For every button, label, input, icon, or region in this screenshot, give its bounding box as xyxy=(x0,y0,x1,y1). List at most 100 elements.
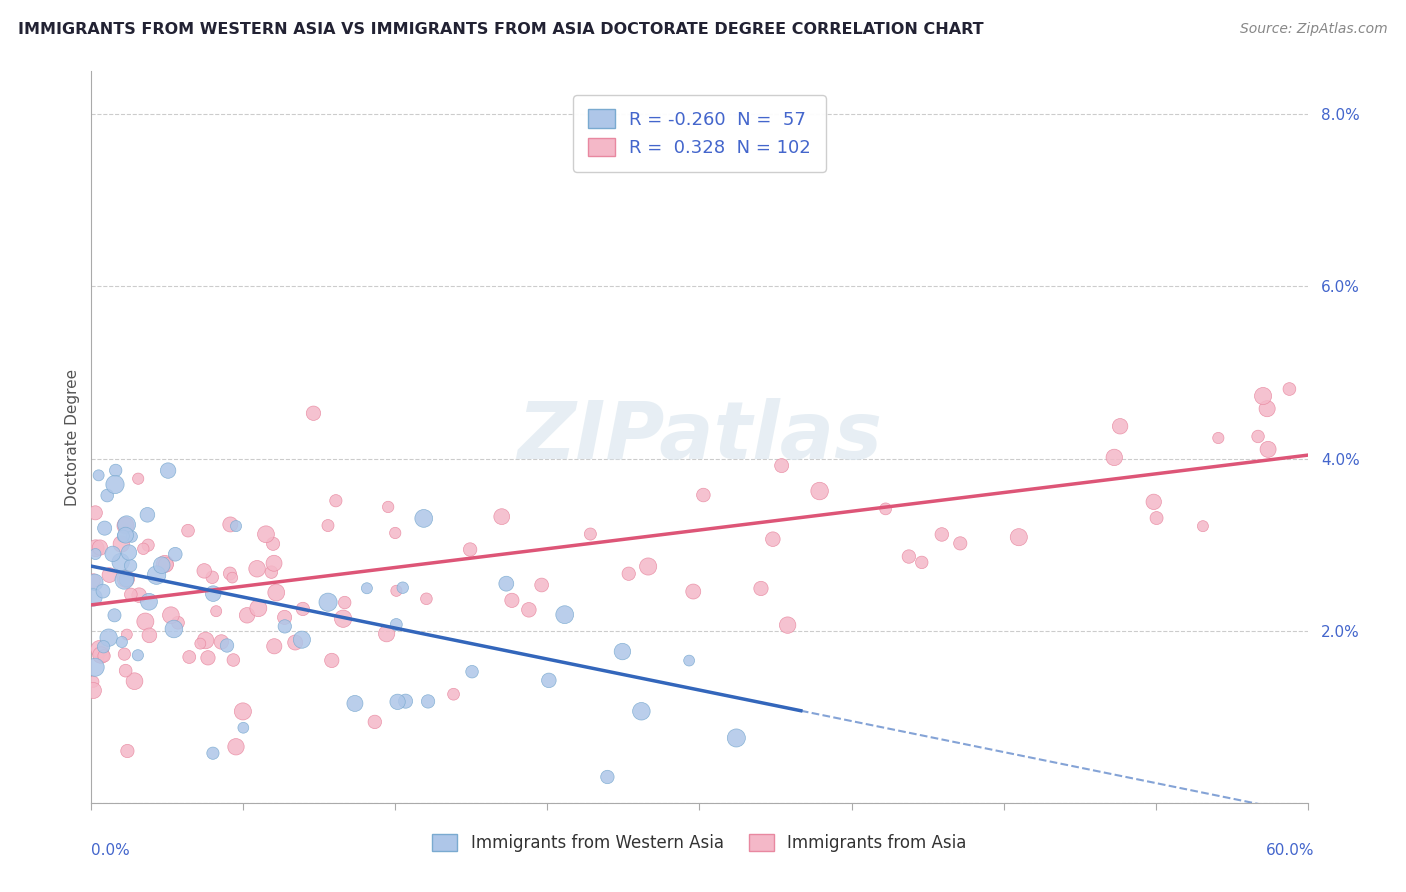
Point xyxy=(225,739,247,754)
Text: 0.0%: 0.0% xyxy=(91,843,131,858)
Point xyxy=(205,604,228,618)
Point xyxy=(246,562,269,576)
Point xyxy=(384,526,406,541)
Point xyxy=(201,570,224,584)
Point xyxy=(415,591,437,606)
Point xyxy=(179,650,201,665)
Point xyxy=(84,541,107,556)
Point xyxy=(263,556,285,570)
Point xyxy=(87,649,110,664)
Point xyxy=(219,517,242,532)
Point xyxy=(530,578,553,592)
Point xyxy=(1109,419,1132,434)
Point xyxy=(1192,519,1215,533)
Point xyxy=(443,687,465,701)
Point xyxy=(202,587,225,601)
Point xyxy=(219,566,242,581)
Point xyxy=(316,595,339,609)
Point xyxy=(260,565,283,579)
Point xyxy=(90,648,112,662)
Point xyxy=(325,493,347,508)
Point xyxy=(188,637,211,651)
Point xyxy=(93,648,115,663)
Point xyxy=(150,558,173,573)
Point xyxy=(291,632,314,647)
Point xyxy=(115,572,138,586)
Point xyxy=(112,647,135,661)
Point xyxy=(114,518,136,533)
Point xyxy=(91,584,114,599)
Point xyxy=(111,635,134,649)
Point xyxy=(93,521,115,535)
Point xyxy=(911,555,934,569)
Point xyxy=(232,721,254,735)
Point xyxy=(209,635,232,649)
Point xyxy=(222,653,245,667)
Point xyxy=(155,558,177,572)
Point xyxy=(127,472,149,486)
Point xyxy=(501,593,523,607)
Point xyxy=(1278,382,1301,396)
Point xyxy=(194,633,217,648)
Point xyxy=(949,536,972,550)
Point xyxy=(387,695,409,709)
Point xyxy=(692,488,714,502)
Point xyxy=(97,631,120,645)
Point xyxy=(385,583,408,598)
Point xyxy=(321,653,343,667)
Point xyxy=(177,524,200,538)
Point xyxy=(87,468,110,483)
Point xyxy=(491,509,513,524)
Point xyxy=(120,558,142,573)
Point xyxy=(333,596,356,610)
Point xyxy=(1257,442,1279,457)
Point xyxy=(375,626,398,640)
Point xyxy=(115,517,138,532)
Point xyxy=(1008,530,1031,544)
Point xyxy=(84,547,107,561)
Point xyxy=(264,585,287,599)
Point xyxy=(115,627,138,641)
Point xyxy=(364,714,387,729)
Point xyxy=(128,588,150,602)
Point xyxy=(136,508,159,522)
Point xyxy=(302,406,325,420)
Point xyxy=(875,501,897,516)
Point xyxy=(617,566,640,581)
Point xyxy=(93,640,115,654)
Point xyxy=(1256,401,1278,416)
Point xyxy=(82,591,104,605)
Point xyxy=(104,463,127,477)
Point xyxy=(537,673,560,688)
Point xyxy=(262,537,284,551)
Point xyxy=(84,660,107,674)
Point xyxy=(316,518,339,533)
Point xyxy=(114,528,136,542)
Point xyxy=(377,500,399,514)
Point xyxy=(291,602,314,616)
Point xyxy=(931,527,953,541)
Point xyxy=(163,622,186,636)
Point xyxy=(110,555,132,569)
Point xyxy=(83,575,105,590)
Point xyxy=(263,640,285,654)
Point xyxy=(343,697,366,711)
Point xyxy=(1146,511,1168,525)
Point xyxy=(127,648,149,663)
Point xyxy=(82,683,104,698)
Point xyxy=(770,458,793,473)
Point xyxy=(247,601,270,615)
Point xyxy=(762,532,785,546)
Point xyxy=(332,612,354,626)
Point xyxy=(120,587,142,601)
Point xyxy=(458,542,481,557)
Point xyxy=(201,746,224,760)
Point xyxy=(121,530,143,544)
Point xyxy=(221,571,243,585)
Point xyxy=(232,705,254,719)
Point xyxy=(808,483,831,498)
Point xyxy=(391,581,413,595)
Point xyxy=(160,608,183,623)
Point xyxy=(101,547,124,561)
Point xyxy=(725,731,748,745)
